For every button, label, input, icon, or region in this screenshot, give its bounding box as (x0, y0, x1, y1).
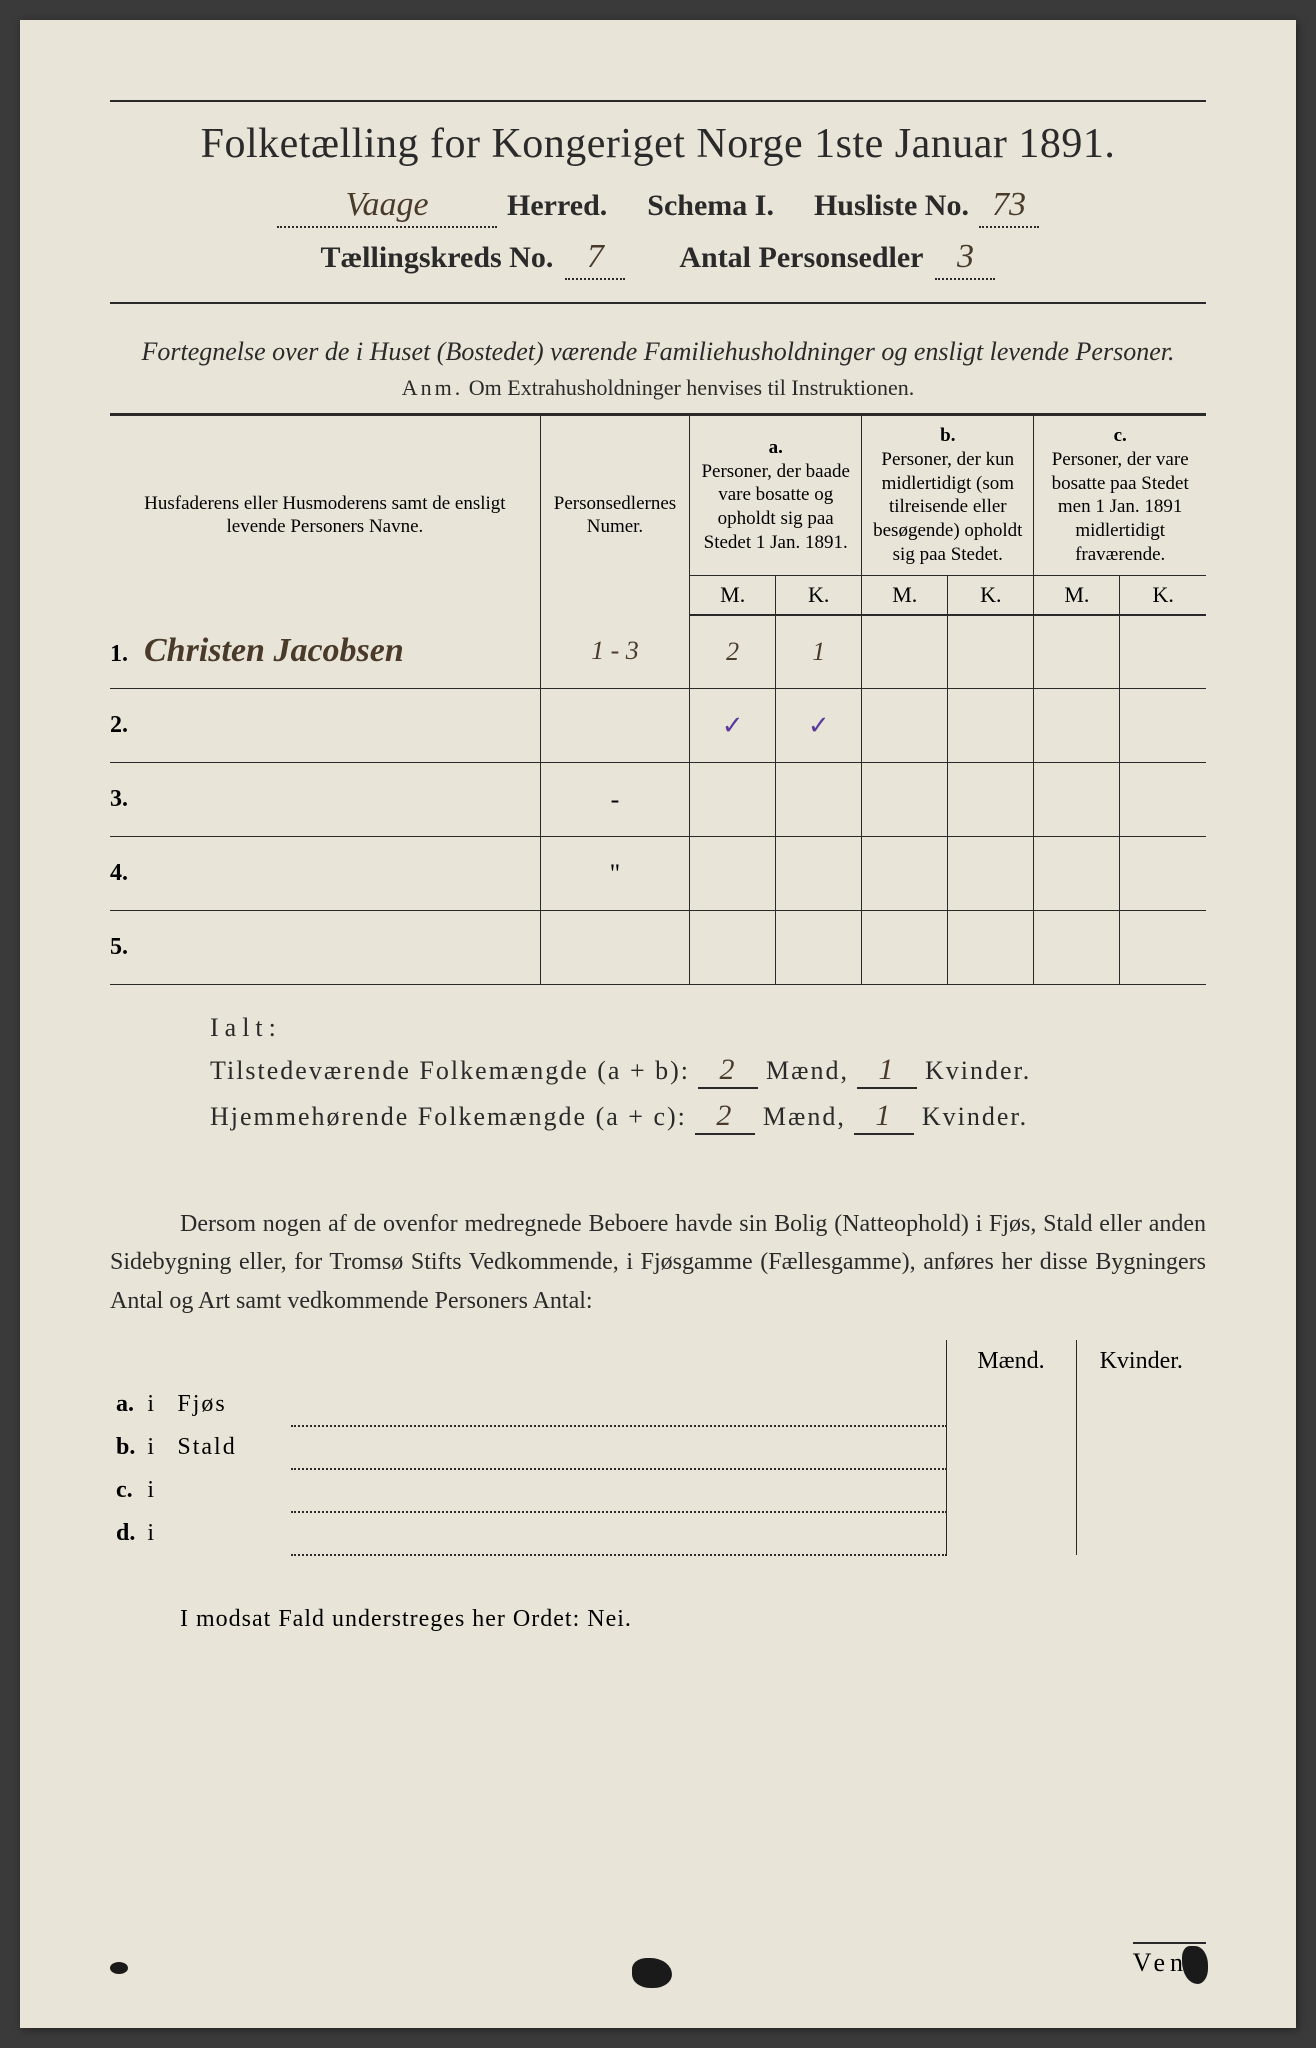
present-k: 1 (857, 1053, 917, 1089)
col-a-m: M. (690, 575, 776, 615)
col-b-k: K. (948, 575, 1034, 615)
antal-value: 3 (935, 238, 995, 280)
row-ps: 1 - 3 (540, 615, 689, 689)
table-row: 4. " (110, 837, 1206, 911)
row-num: 1. (110, 641, 128, 667)
row-am: ✓ (690, 689, 776, 763)
row-ps: " (540, 837, 689, 911)
row-num: 5. (110, 934, 128, 960)
bygn-k-header: Kvinder. (1076, 1340, 1206, 1383)
ink-blot-icon (632, 1958, 672, 1988)
kreds-label: Tællingskreds No. (321, 241, 554, 275)
row-am: 2 (690, 615, 776, 689)
resident-m: 2 (695, 1099, 755, 1135)
col-c-k: K. (1120, 575, 1206, 615)
table-row: 1. Christen Jacobsen 1 - 3 2 1 (110, 615, 1206, 689)
row-cm (1034, 615, 1120, 689)
outbuilding-paragraph: Dersom nogen af de ovenfor medregnede Be… (110, 1205, 1206, 1320)
total-resident: Hjemmehørende Folkemængde (a + c): 2 Mæn… (210, 1099, 1206, 1135)
total-present: Tilstedeværende Folkemængde (a + b): 2 M… (210, 1053, 1206, 1089)
row-bk (948, 615, 1034, 689)
nei-line: I modsat Fald understreges her Ordet: Ne… (110, 1606, 1206, 1633)
main-table: Husfaderens eller Husmoderens samt de en… (110, 413, 1206, 985)
col-a-k: K. (776, 575, 862, 615)
present-m: 2 (698, 1053, 758, 1089)
form-subtitle: Fortegnelse over de i Huset (Bostedet) v… (110, 334, 1206, 369)
col-b-m: M. (862, 575, 948, 615)
husliste-value: 73 (979, 186, 1039, 228)
outbuilding-table: Mænd. Kvinder. a. i Fjøs b. i Stald c. i… (110, 1340, 1206, 1556)
row-num: 3. (110, 786, 128, 812)
resident-k: 1 (854, 1099, 914, 1135)
outbuilding-row: b. i Stald (110, 1426, 1206, 1469)
table-row: 5. (110, 911, 1206, 985)
kreds-value: 7 (565, 238, 625, 280)
outbuilding-row: d. i (110, 1512, 1206, 1555)
col-c-m: M. (1034, 575, 1120, 615)
anm-note: Anm. Om Extrahusholdninger henvises til … (110, 375, 1206, 401)
ink-blot-icon (110, 1962, 128, 1974)
row-ps (540, 689, 689, 763)
herred-value: Vaage (277, 186, 497, 228)
anm-lead: Anm. (402, 375, 464, 400)
outbuilding-header: Mænd. Kvinder. (110, 1340, 1206, 1383)
col-ps-header: Personsedlernes Numer. (540, 415, 689, 615)
outbuilding-row: c. i (110, 1469, 1206, 1512)
table-row: 3. - (110, 763, 1206, 837)
row-ps: - (540, 763, 689, 837)
census-form-page: Folketælling for Kongeriget Norge 1ste J… (20, 20, 1296, 2028)
col-name-header: Husfaderens eller Husmoderens samt de en… (110, 415, 540, 615)
row-num: 4. (110, 860, 128, 886)
header-box: Folketælling for Kongeriget Norge 1ste J… (110, 100, 1206, 304)
header-line-1: Vaage Herred. Schema I. Husliste No. 73 (110, 186, 1206, 228)
herred-label: Herred. (507, 189, 607, 223)
table-header-groups: Husfaderens eller Husmoderens samt de en… (110, 415, 1206, 576)
row-bm (862, 615, 948, 689)
col-a-group: a. Personer, der baade vare bosatte og o… (690, 415, 862, 576)
col-b-group: b. Personer, der kun midlertidigt (som t… (862, 415, 1034, 576)
row-ck (1120, 615, 1206, 689)
ink-blot-icon (1182, 1946, 1208, 1984)
row-name: Christen Jacobsen (144, 632, 404, 669)
bygn-m-header: Mænd. (946, 1340, 1076, 1383)
table-row: 2. ✓ ✓ (110, 689, 1206, 763)
row-ak: ✓ (776, 689, 862, 763)
schema-label: Schema I. (647, 189, 774, 223)
anm-text: Om Extrahusholdninger henvises til Instr… (469, 375, 914, 400)
totals-block: Ialt: Tilstedeværende Folkemængde (a + b… (210, 1013, 1206, 1135)
husliste-label: Husliste No. (814, 189, 969, 223)
header-line-2: Tællingskreds No. 7 Antal Personsedler 3 (110, 238, 1206, 280)
row-ak: 1 (776, 615, 862, 689)
page-title: Folketælling for Kongeriget Norge 1ste J… (110, 120, 1206, 168)
row-num: 2. (110, 712, 128, 738)
col-c-group: c. Personer, der vare bosatte paa Stedet… (1034, 415, 1206, 576)
ialt-label: Ialt: (210, 1013, 1206, 1043)
outbuilding-row: a. i Fjøs (110, 1383, 1206, 1426)
antal-label: Antal Personsedler (679, 241, 923, 275)
